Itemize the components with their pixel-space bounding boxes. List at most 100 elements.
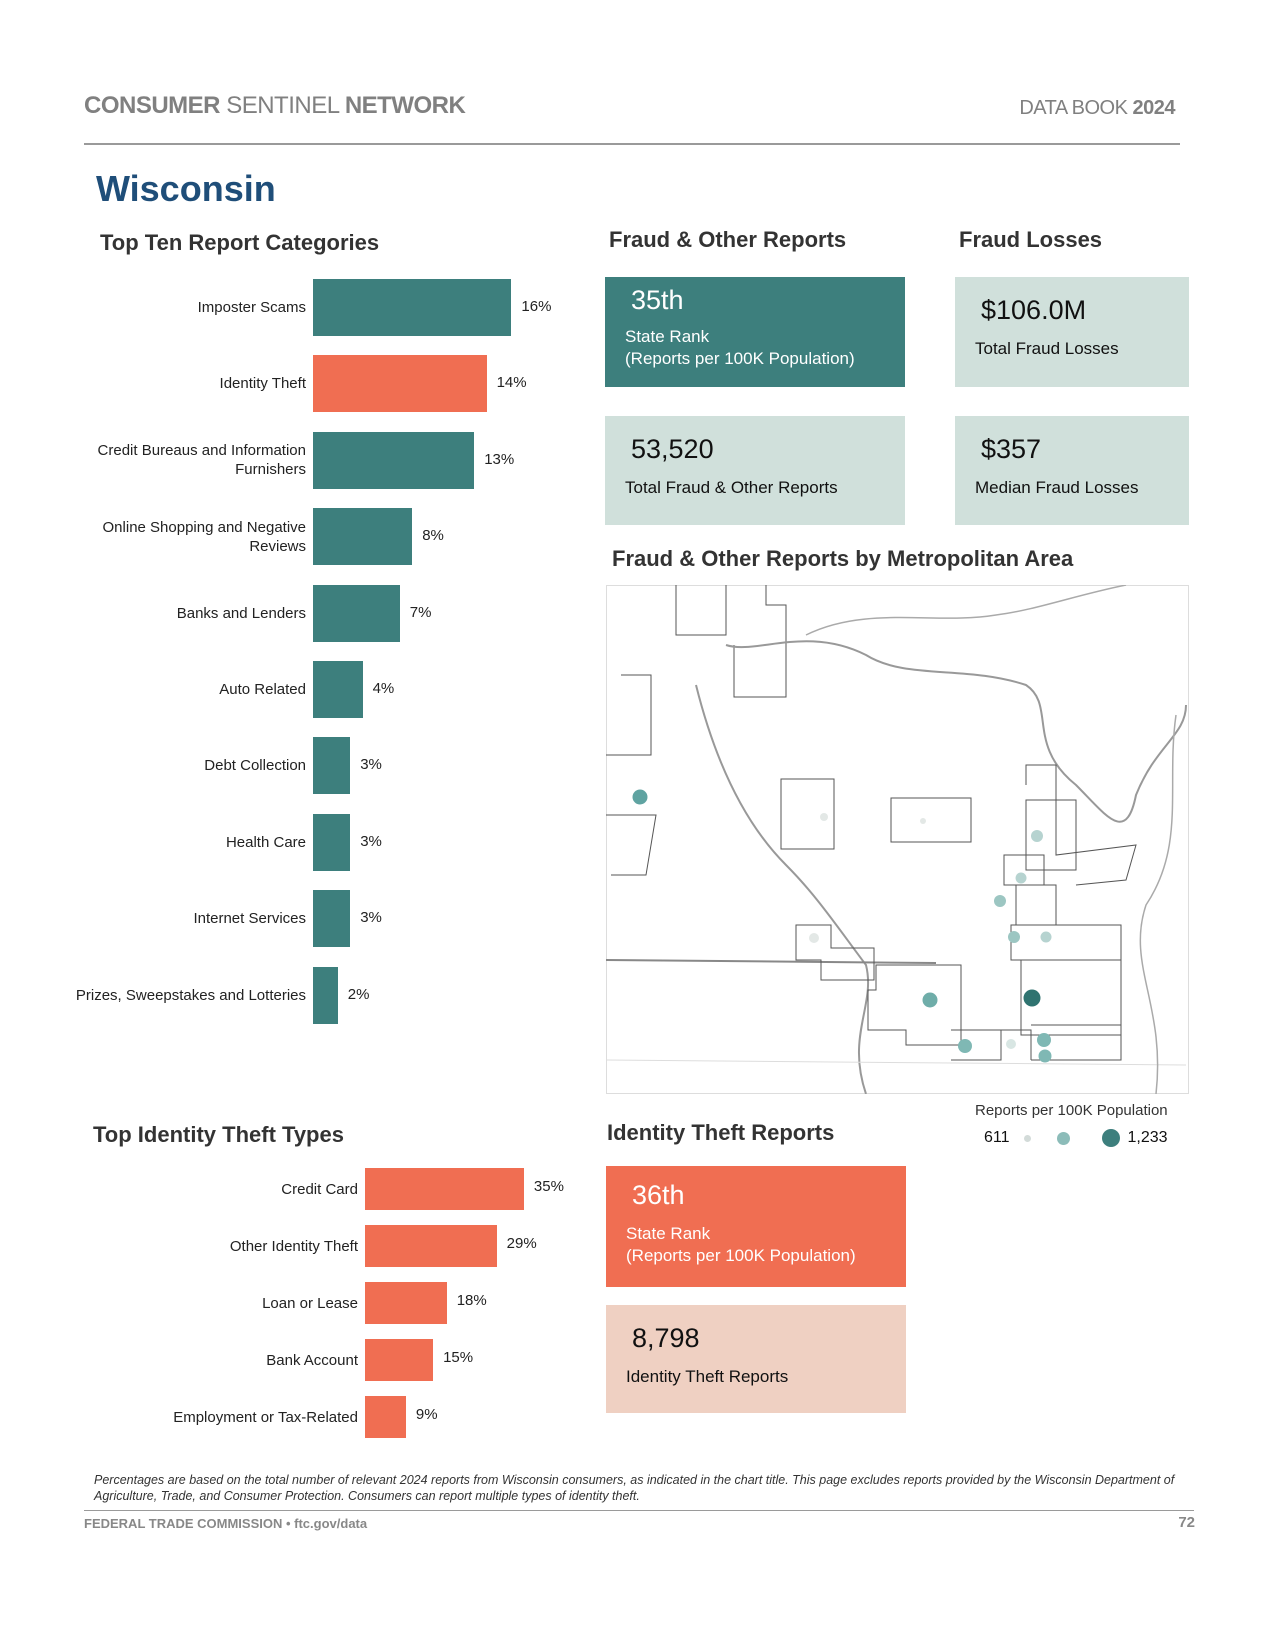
map-title: Fraud & Other Reports by Metropolitan Ar… [612,546,1074,571]
total-reports-label: Total Fraud & Other Reports [625,478,838,497]
metro-dots [632,789,1052,1063]
legend-title: Reports per 100K Population [975,1102,1168,1119]
total-reports: 53,520 [631,434,714,464]
total-losses-label: Total Fraud Losses [975,339,1119,358]
map-legend: 611 1,233 [984,1129,1168,1147]
bar [313,355,487,413]
bar-label-text: Credit Bureaus and Information Furnisher… [97,442,306,479]
id-total: 8,798 [632,1323,700,1353]
page-title: Wisconsin [96,168,276,209]
bar-value-label: 3% [360,909,382,927]
bar-label-text: Online Shopping and Negative Reviews [102,518,306,555]
bar-label-text: Other Identity Theft [229,1237,358,1255]
bar-value-label: 2% [347,985,370,1003]
header-divider [84,143,1180,145]
bar-label: Credit Card [118,1168,358,1210]
bar [313,966,338,1024]
bar-label: Online Shopping and Negative Reviews [66,508,306,565]
bar-label-text: Employment or Tax-Related [173,1408,358,1426]
footer-divider [84,1510,1194,1511]
bar [365,1225,497,1267]
bar-label: Banks and Lenders [66,585,306,642]
legend-dot-mid [1056,1131,1070,1145]
bar-label-text: Debt Collection [204,757,306,775]
bar-label-text: Imposter Scams [197,299,306,316]
page-number: 72 [1178,1514,1195,1531]
id-total-label: Identity Theft Reports [626,1367,789,1386]
bar-value-label: 3% [360,756,382,774]
bar-label: Auto Related [66,661,306,718]
bar-value-label: 13% [484,450,515,468]
legend-min: 611 [984,1129,1010,1146]
id-rank-sub: (Reports per 100K Population) [626,1246,856,1265]
bar-label-text: Credit Card [281,1180,358,1198]
bar [365,1168,524,1210]
bar-label: Employment or Tax-Related [118,1396,358,1438]
bar-value-label: 9% [415,1406,438,1423]
bar [365,1282,447,1324]
bar-label-text: Prizes, Sweepstakes and Lotteries [75,986,306,1004]
bar [365,1396,406,1438]
footnote: Percentages are based on the total numbe… [94,1473,1175,1503]
fraud-rank-card: 35th State Rank (Reports per 100K Popula… [605,277,905,387]
id-rank-label: State Rank [626,1224,711,1243]
rank-sub: (Reports per 100K Population) [625,349,855,368]
legend-max: 1,233 [1127,1129,1168,1146]
bar [313,661,363,718]
legend-dot-small [1023,1134,1031,1142]
footer-left: FEDERAL TRADE COMMISSION • ftc.gov/data [84,1516,368,1531]
metro-map [606,585,1189,1094]
bar [313,508,413,566]
bar-label-text: Internet Services [193,910,306,928]
bar-label-text: Identity Theft [219,375,306,393]
top-ten-title: Top Ten Report Categories [100,230,380,255]
median-losses-card: $357 Median Fraud Losses [955,416,1189,525]
bar-label-text: Bank Account [266,1351,358,1369]
median-losses: $357 [981,434,1042,464]
id-rank: 36th [632,1180,685,1210]
bar-label-text: Banks and Lenders [176,604,306,622]
bar-label: Prizes, Sweepstakes and Lotteries [66,967,306,1024]
total-losses: $106.0M [981,295,1087,325]
rank-label: State Rank [625,327,710,346]
bar [313,431,475,489]
bar-label: Internet Services [66,890,306,947]
bar-value-label: 16% [521,298,552,315]
bar-value-label: 4% [372,680,395,697]
bar [313,813,351,871]
bar-value-label: 8% [422,527,444,545]
bar [313,279,512,336]
bar [313,584,400,642]
bar-label: Credit Bureaus and Information Furnisher… [66,432,306,489]
bar [365,1339,434,1381]
id-reports-title: Identity Theft Reports [607,1120,835,1145]
total-reports-card: 53,520 Total Fraud & Other Reports [605,416,905,525]
bar-label: Loan or Lease [118,1282,358,1324]
bar-label-text: Health Care [225,833,306,851]
bar [313,737,351,795]
bar-value-label: 7% [409,603,432,621]
legend-dot-large [1101,1129,1120,1147]
losses-title: Fraud Losses [959,227,1103,252]
id-rank-card: 36th State Rank (Reports per 100K Popula… [606,1166,906,1287]
bar-value-label: 15% [443,1349,474,1366]
bar-label-text: Loan or Lease [262,1294,358,1312]
bar-label: Bank Account [118,1339,358,1381]
id-total-card: 8,798 Identity Theft Reports [606,1305,906,1413]
fraud-title: Fraud & Other Reports [609,227,847,252]
bar-label: Health Care [66,814,306,871]
bar-label: Imposter Scams [66,279,306,336]
id-types-title: Top Identity Theft Types [93,1122,344,1147]
bar-label: Other Identity Theft [118,1225,358,1267]
bar-value-label: 35% [533,1178,564,1195]
bar-value-label: 3% [360,832,382,850]
bar-label-text: Auto Related [219,681,306,698]
bar [313,890,351,948]
bar-value-label: 18% [456,1292,487,1309]
data-book-label: DATA BOOK 2024 [1019,97,1175,119]
bar-label: Debt Collection [66,737,306,794]
median-losses-label: Median Fraud Losses [975,478,1139,497]
bar-value-label: 14% [496,374,527,392]
brand-title: CONSUMER SENTINEL NETWORK [84,92,466,119]
